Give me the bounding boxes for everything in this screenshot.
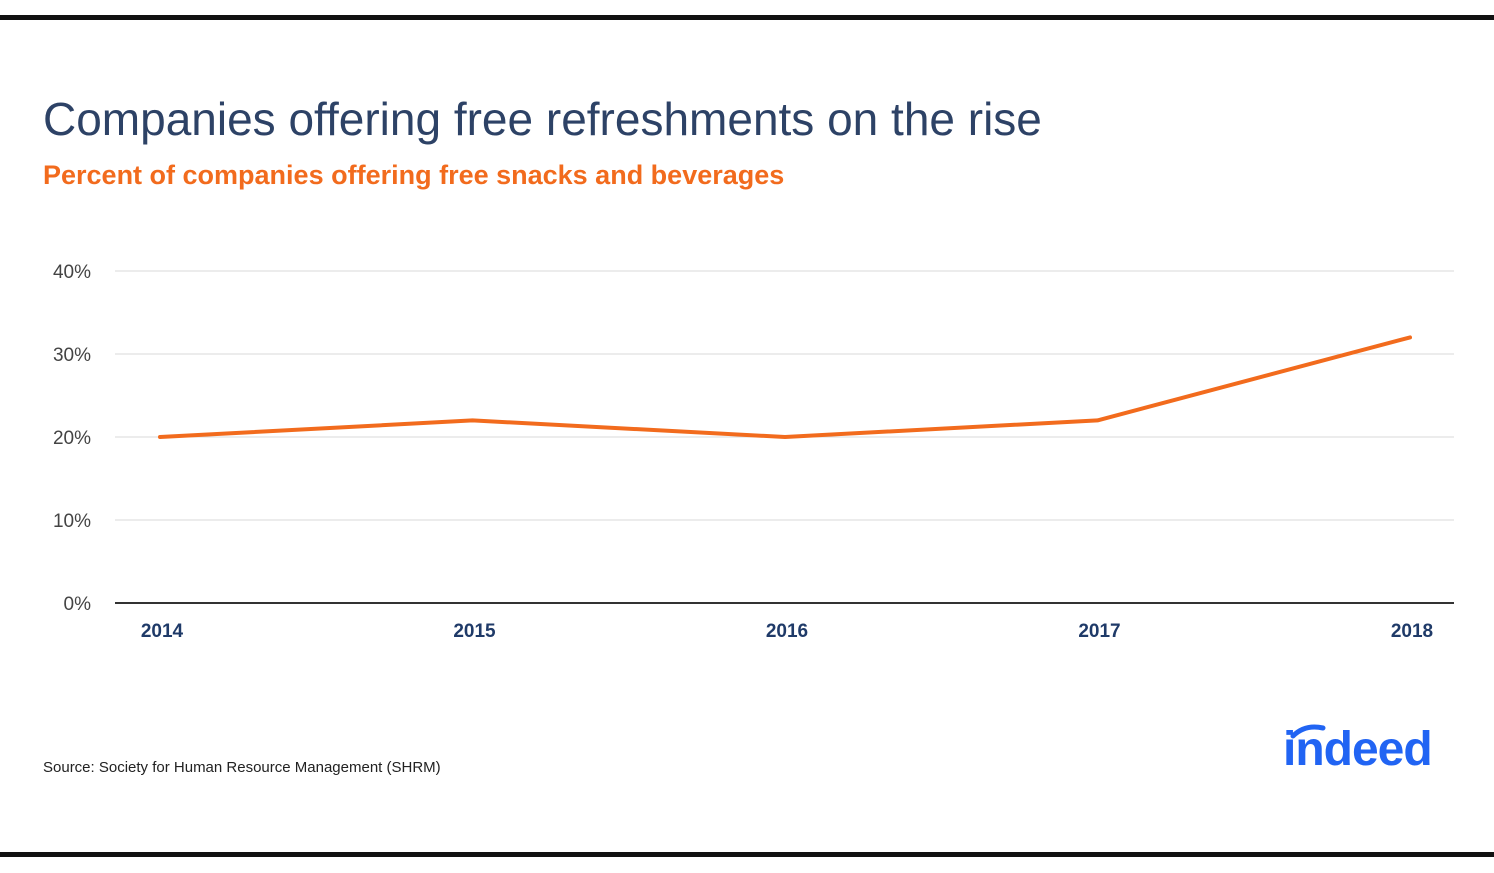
y-tick-label: 30%: [53, 345, 91, 366]
chart-subtitle: Percent of companies offering free snack…: [43, 160, 785, 190]
y-tick-label: 20%: [53, 428, 91, 449]
x-tick-label: 2014: [141, 621, 184, 642]
chart-title: Companies offering free refreshments on …: [43, 93, 1042, 145]
y-tick-label: 40%: [53, 262, 91, 283]
top-rule: [0, 15, 1494, 20]
series-lines: [158, 335, 1412, 439]
y-tick-label: 0%: [64, 594, 92, 615]
y-tick-label: 10%: [53, 511, 91, 532]
logo-arc-icon: [1290, 724, 1326, 739]
y-axis-tick-labels: 0% 10% 20% 30% 40%: [53, 262, 91, 615]
grid-lines: [115, 270, 1454, 521]
line-chart: 0% 10% 20% 30% 40% 2014 2015 2016 2017 2018: [53, 262, 1454, 642]
logo-wordmark: indeed: [1283, 723, 1433, 776]
x-tick-label: 2017: [1078, 621, 1120, 642]
bottom-rule: [0, 852, 1494, 857]
source-note: Source: Society for Human Resource Manag…: [43, 759, 441, 776]
x-tick-label: 2018: [1391, 621, 1433, 642]
indeed-logo: indeed: [1283, 722, 1458, 782]
x-axis-tick-labels: 2014 2015 2016 2017 2018: [141, 621, 1433, 642]
x-tick-label: 2016: [766, 621, 808, 642]
x-tick-label: 2015: [453, 621, 496, 642]
series-line: [158, 335, 1412, 439]
